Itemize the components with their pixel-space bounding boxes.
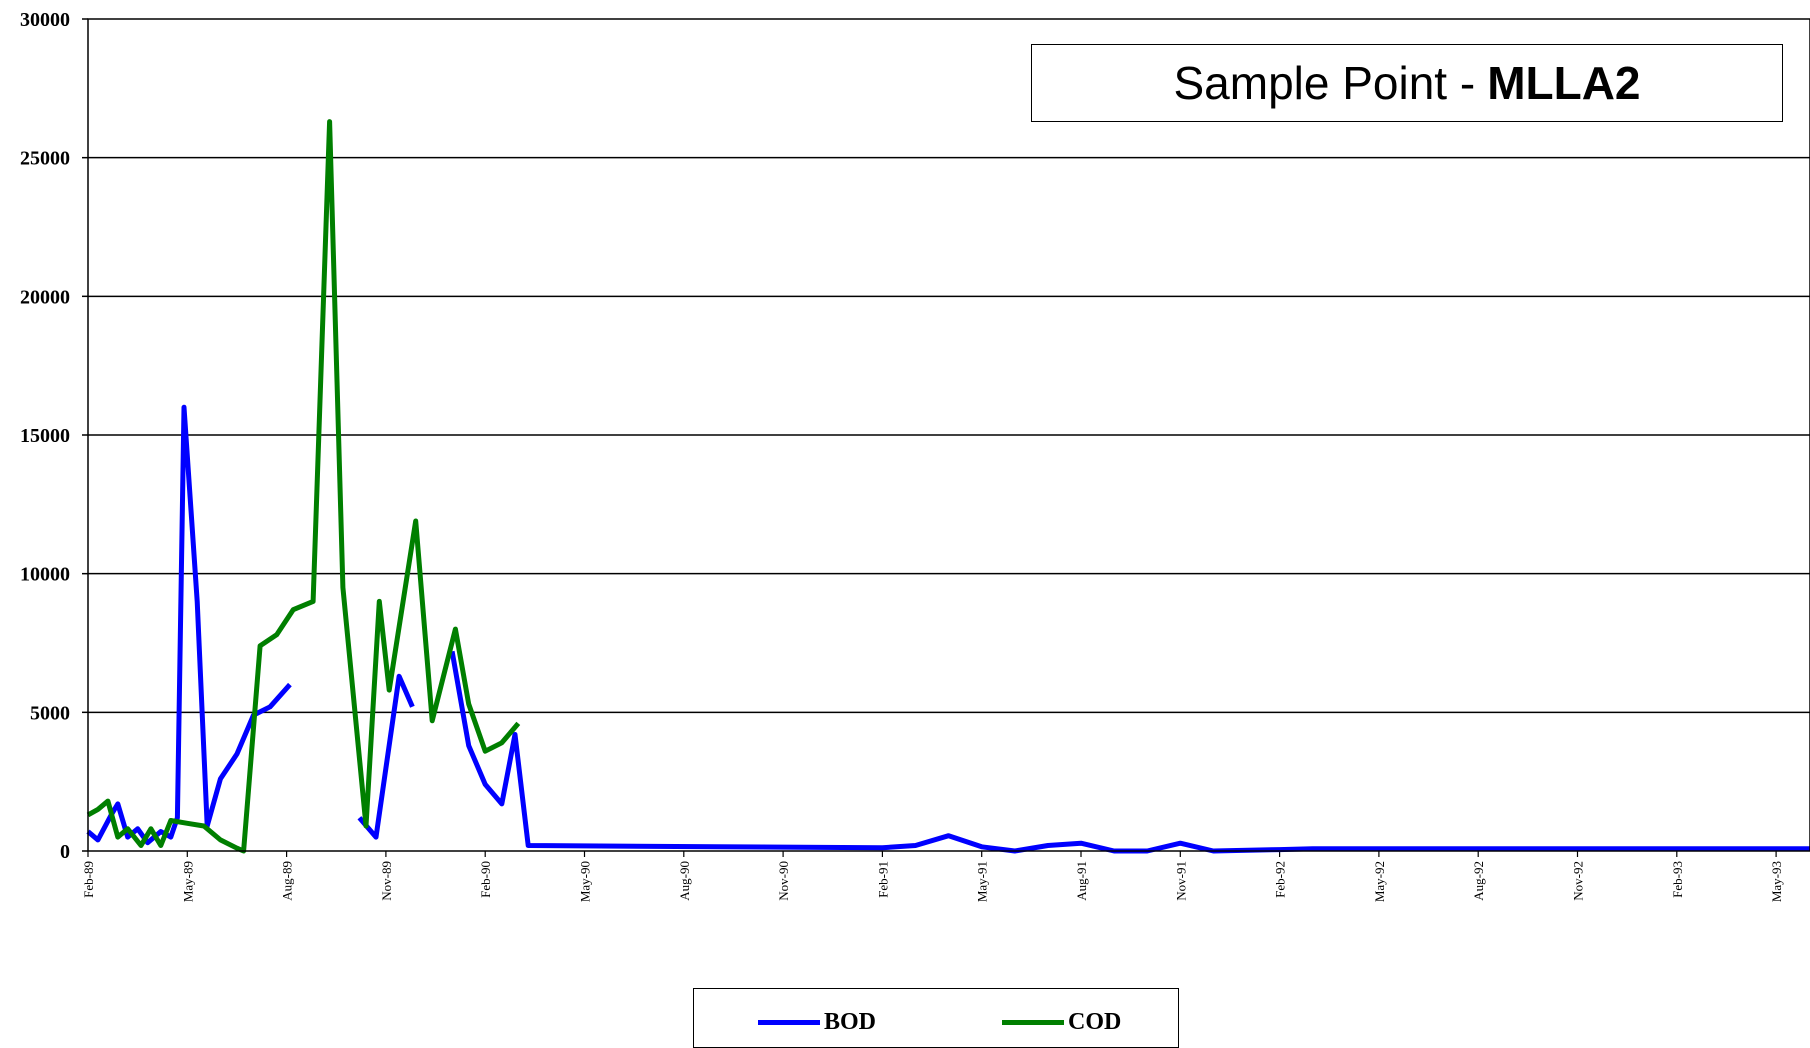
series-line-bod bbox=[86, 404, 292, 846]
y-tick-label: 15000 bbox=[20, 425, 70, 447]
y-tick-label: 25000 bbox=[20, 148, 70, 170]
legend-swatch-cod bbox=[1002, 1020, 1064, 1025]
legend: BOD COD bbox=[693, 988, 1179, 1048]
series-line-bod bbox=[449, 650, 1810, 854]
legend-label-bod: BOD bbox=[824, 1009, 877, 1035]
y-axis-ticks: 0 5000 10000 15000 20000 25000 30000 bbox=[20, 9, 88, 863]
y-tick-label: 5000 bbox=[30, 702, 70, 724]
x-axis-ticks: Feb-89 May-89 Aug-89 Nov-89 Feb-90 May-90 Aug-… bbox=[81, 851, 1784, 902]
chart-title-name: MLLA2 bbox=[1487, 57, 1641, 109]
x-tick-label: Nov-92 bbox=[1571, 861, 1586, 901]
x-tick-label: Nov-90 bbox=[776, 861, 791, 901]
x-tick-label: May-89 bbox=[180, 861, 195, 902]
x-tick-label: Aug-90 bbox=[677, 861, 692, 901]
legend-item-bod: BOD bbox=[758, 1009, 876, 1036]
x-tick-label: May-91 bbox=[975, 861, 990, 902]
x-tick-label: May-93 bbox=[1769, 861, 1784, 902]
x-tick-label: Feb-92 bbox=[1273, 861, 1288, 898]
y-tick-label: 30000 bbox=[20, 9, 70, 31]
x-tick-label: Feb-91 bbox=[875, 861, 890, 898]
x-tick-label: Aug-92 bbox=[1471, 861, 1486, 901]
x-tick-label: Feb-89 bbox=[81, 861, 96, 898]
x-tick-label: May-92 bbox=[1372, 861, 1387, 902]
x-tick-label: Nov-89 bbox=[379, 861, 394, 901]
legend-item-cod: COD bbox=[1002, 1009, 1121, 1036]
x-tick-label: Aug-91 bbox=[1074, 861, 1089, 901]
chart-title: Sample Point - MLLA2 bbox=[1031, 44, 1783, 122]
y-tick-label: 10000 bbox=[20, 564, 70, 586]
y-tick-label: 20000 bbox=[20, 286, 70, 308]
y-tick-label: 0 bbox=[60, 841, 70, 863]
x-tick-label: Feb-90 bbox=[478, 861, 493, 898]
x-tick-label: Nov-91 bbox=[1173, 861, 1188, 901]
series-line-cod bbox=[86, 119, 521, 854]
legend-label-cod: COD bbox=[1068, 1009, 1122, 1035]
chart-title-prefix: Sample Point - bbox=[1173, 57, 1476, 109]
x-tick-label: May-90 bbox=[578, 861, 593, 902]
series-lines bbox=[86, 119, 1810, 854]
x-tick-label: Aug-89 bbox=[280, 861, 295, 901]
plot-area-border bbox=[87, 18, 1810, 852]
gridlines bbox=[88, 156, 1810, 714]
x-tick-label: Feb-93 bbox=[1670, 861, 1685, 898]
legend-swatch-bod bbox=[758, 1020, 820, 1025]
